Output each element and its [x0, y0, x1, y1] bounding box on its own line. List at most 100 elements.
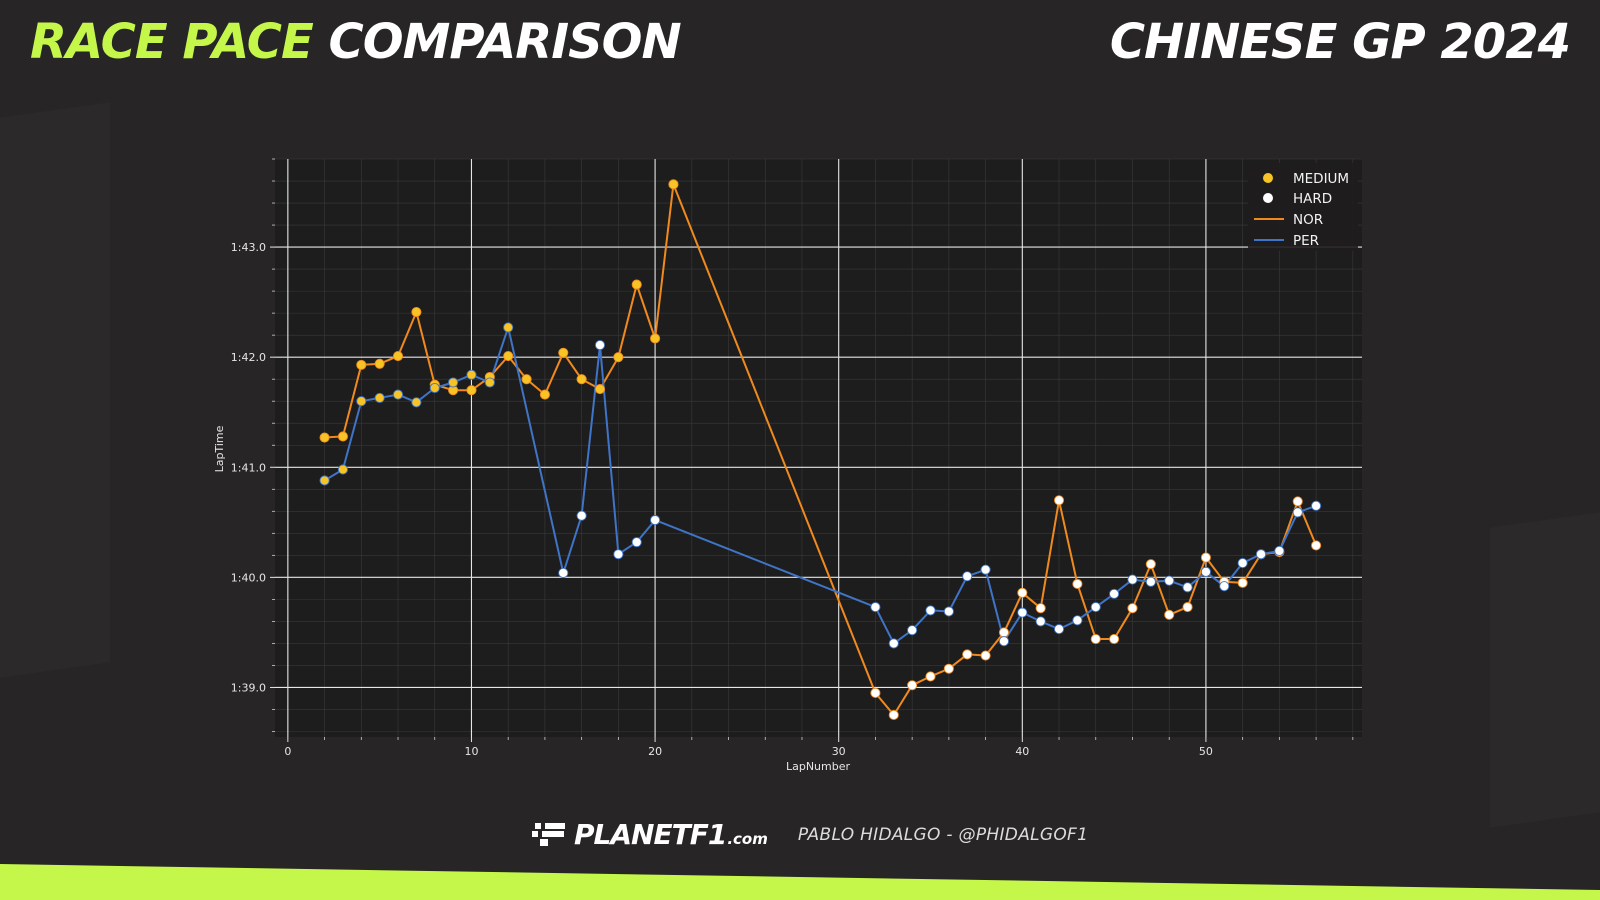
legend-per-label: PER — [1293, 233, 1319, 249]
data-point-nor-hard — [962, 649, 973, 660]
accent-band — [0, 864, 1600, 900]
data-point-nor-medium — [521, 374, 532, 385]
data-point-nor-hard — [1164, 609, 1175, 620]
x-axis-label: LapNumber — [786, 760, 851, 773]
data-point-nor-medium — [411, 306, 422, 318]
data-point-per-hard — [870, 602, 881, 613]
data-point-per-hard — [943, 606, 954, 617]
data-point-nor-hard — [1035, 603, 1046, 614]
data-point-per-hard — [631, 537, 642, 548]
y-axis-label: LapTime — [213, 425, 226, 472]
y-tick-label: 1:43.0 — [231, 241, 266, 254]
data-point-per-hard — [558, 567, 569, 579]
data-point-per-hard — [1255, 549, 1267, 560]
data-point-per-hard — [576, 510, 587, 521]
data-point-per-hard — [1145, 576, 1156, 587]
data-point-nor-medium — [594, 384, 606, 395]
legend-hard-marker — [1263, 193, 1273, 203]
author-credit: PABLO HIDALGO - @PHIDALGOF1 — [797, 824, 1089, 845]
minor-grid — [275, 158, 1362, 737]
data-point-nor-medium — [613, 352, 624, 363]
plot-area — [275, 159, 1362, 737]
event-title: CHINESE GP 2024 — [1109, 14, 1571, 70]
data-point-per-hard — [980, 564, 991, 575]
data-point-per-medium — [319, 475, 330, 486]
accent-band-shape — [0, 864, 1600, 900]
data-point-per-hard — [1090, 602, 1101, 613]
x-tick-label: 40 — [1015, 745, 1029, 758]
data-point-per-hard — [1311, 500, 1322, 511]
page-title: RACE PACE COMPARISON — [30, 14, 682, 70]
axis-ticks: 0 10 20 30 40 50 1:39.0 1:40.0 1:41.0 1:42.0 1:43.… — [231, 158, 1354, 758]
data-point-nor-medium — [356, 359, 367, 370]
data-point-per-hard — [1164, 575, 1175, 586]
title-accent: RACE PACE — [30, 14, 314, 70]
data-point-per-hard — [1292, 507, 1303, 518]
chart-legend: MEDIUM HARD NOR PER — [1248, 163, 1358, 251]
data-point-nor-hard — [1311, 540, 1322, 551]
x-tick-label: 20 — [648, 745, 662, 758]
data-point-per-medium — [503, 322, 514, 333]
data-point-per-hard — [888, 638, 899, 649]
data-point-nor-hard — [1109, 633, 1120, 645]
data-point-per-hard — [1053, 624, 1065, 635]
data-point-nor-hard — [1182, 602, 1193, 613]
data-point-nor-medium — [319, 432, 330, 443]
data-point-nor-hard — [1200, 552, 1211, 563]
data-point-nor-hard — [1292, 496, 1303, 507]
data-point-per-hard — [1237, 557, 1248, 569]
x-tick-label: 50 — [1199, 745, 1213, 758]
logo-suffix: .com — [727, 830, 768, 848]
data-point-nor-hard — [907, 680, 918, 691]
data-point-nor-hard — [1145, 559, 1156, 570]
y-tick-label: 1:41.0 — [231, 461, 266, 474]
data-point-nor-hard — [925, 671, 936, 682]
data-point-per-hard — [1017, 607, 1028, 618]
data-point-nor-hard — [1237, 577, 1248, 588]
data-point-nor-hard — [1053, 495, 1065, 506]
data-point-per-hard — [1274, 545, 1285, 556]
data-point-nor-hard — [1017, 587, 1028, 598]
data-point-nor-medium — [503, 351, 514, 362]
data-point-nor-medium — [392, 351, 404, 362]
data-point-nor-medium — [558, 347, 569, 358]
data-point-per-hard — [1200, 566, 1211, 577]
data-point-nor-hard — [888, 709, 899, 721]
data-point-per-hard — [650, 515, 661, 526]
data-point-nor-medium — [631, 279, 642, 290]
data-point-per-medium — [429, 382, 440, 394]
data-point-per-hard — [594, 340, 606, 351]
data-point-per-medium — [356, 396, 367, 407]
data-point-per-hard — [925, 605, 936, 616]
data-point-per-medium — [374, 392, 385, 403]
data-point-nor-medium — [668, 179, 679, 190]
data-point-nor-hard — [998, 627, 1010, 638]
planetf1-flag-icon — [532, 823, 565, 846]
data-point-nor-medium — [576, 374, 587, 385]
data-point-per-hard — [1109, 588, 1120, 599]
legend-medium-label: MEDIUM — [1293, 171, 1349, 187]
planetf1-logo: PLANETF1 .com — [532, 818, 768, 851]
x-tick-label: 10 — [464, 745, 478, 758]
data-point-nor-hard — [870, 687, 881, 699]
data-point-per-hard — [998, 636, 1010, 647]
data-point-per-hard — [1182, 582, 1193, 593]
data-point-nor-hard — [1127, 603, 1138, 614]
x-tick-label: 0 — [284, 745, 291, 758]
logo-text: PLANETF1 — [574, 818, 727, 851]
data-point-nor-hard — [980, 650, 991, 661]
y-tick-label: 1:42.0 — [231, 351, 266, 364]
data-point-per-medium — [411, 397, 422, 408]
footer: PLANETF1 .com PABLO HIDALGO - @PHIDALGOF1 — [532, 818, 1088, 851]
legend-hard-label: HARD — [1293, 191, 1332, 207]
data-point-per-medium — [337, 464, 348, 475]
y-tick-label: 1:39.0 — [231, 681, 266, 694]
data-point-nor-hard — [1072, 578, 1083, 590]
data-point-nor-hard — [1090, 633, 1101, 645]
data-point-per-hard — [907, 625, 918, 636]
y-tick-label: 1:40.0 — [231, 571, 266, 584]
data-point-per-hard — [1035, 616, 1046, 627]
data-point-nor-medium — [539, 389, 550, 400]
major-grid — [275, 159, 1362, 737]
legend-nor-label: NOR — [1293, 212, 1323, 228]
